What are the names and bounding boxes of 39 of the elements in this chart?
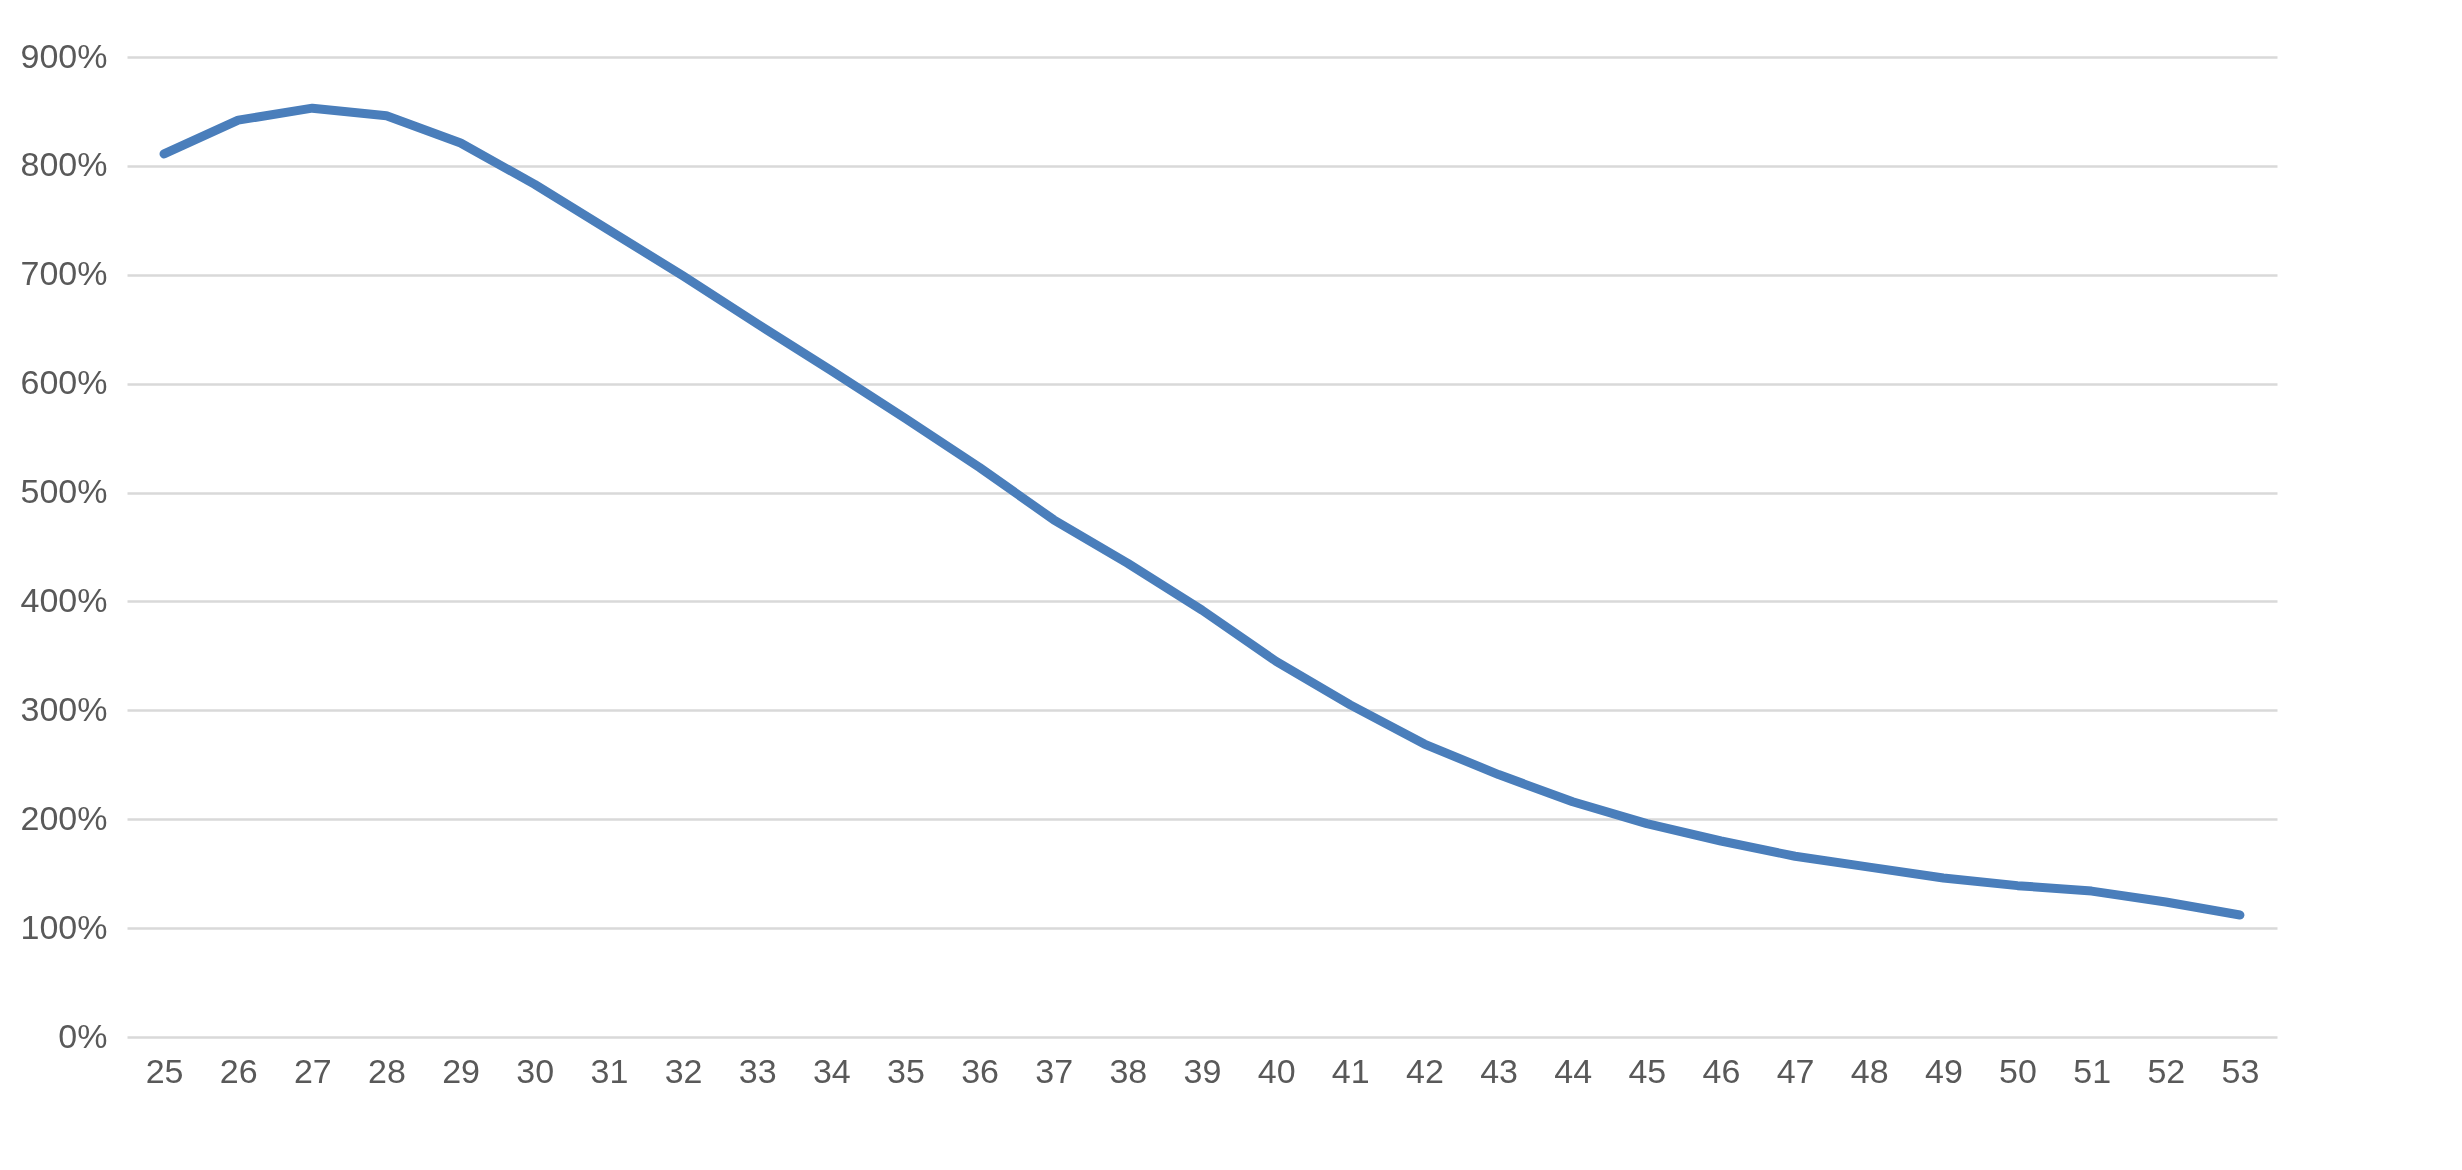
y-tick-label: 500% — [20, 472, 108, 511]
x-tick-label: 32 — [664, 1051, 703, 1090]
x-tick-label: 52 — [2147, 1051, 2186, 1090]
x-tick-label: 44 — [1554, 1051, 1593, 1090]
y-tick-label: 400% — [20, 580, 108, 619]
x-tick-label: 31 — [590, 1051, 629, 1090]
x-tick-label: 51 — [2073, 1051, 2112, 1090]
y-tick-label: 700% — [20, 254, 108, 293]
x-tick-label: 36 — [961, 1051, 999, 1090]
y-tick-label: 900% — [20, 36, 108, 75]
x-tick-label: 53 — [2221, 1051, 2260, 1090]
y-tick-label: 200% — [20, 798, 108, 837]
x-tick-label: 28 — [368, 1051, 406, 1090]
x-tick-label: 38 — [1109, 1051, 1148, 1090]
y-tick-label: 300% — [20, 689, 108, 728]
x-tick-label: 33 — [738, 1051, 777, 1090]
y-tick-label: 800% — [20, 145, 108, 184]
x-tick-label: 41 — [1331, 1051, 1370, 1090]
x-tick-label: 40 — [1257, 1051, 1296, 1090]
x-tick-label: 50 — [1999, 1051, 2037, 1090]
y-tick-label: 100% — [20, 907, 108, 946]
x-tick-label: 30 — [516, 1051, 555, 1090]
x-tick-label: 46 — [1702, 1051, 1741, 1090]
x-tick-label: 34 — [812, 1051, 851, 1090]
x-tick-label: 37 — [1035, 1051, 1074, 1090]
x-tick-label: 39 — [1183, 1051, 1222, 1090]
x-tick-label: 49 — [1924, 1051, 1963, 1090]
y-tick-label: 600% — [20, 363, 108, 402]
x-tick-label: 27 — [293, 1051, 332, 1090]
x-tick-label: 26 — [219, 1051, 258, 1090]
x-tick-label: 43 — [1480, 1051, 1518, 1090]
x-tick-label: 48 — [1850, 1051, 1889, 1090]
x-tick-label: 25 — [145, 1051, 184, 1090]
x-tick-label: 45 — [1628, 1051, 1667, 1090]
x-tick-label: 29 — [442, 1051, 481, 1090]
x-tick-label: 42 — [1406, 1051, 1444, 1090]
x-tick-label: 47 — [1776, 1051, 1815, 1090]
x-tick-label: 35 — [887, 1051, 925, 1090]
y-tick-label: 0% — [58, 1016, 108, 1055]
